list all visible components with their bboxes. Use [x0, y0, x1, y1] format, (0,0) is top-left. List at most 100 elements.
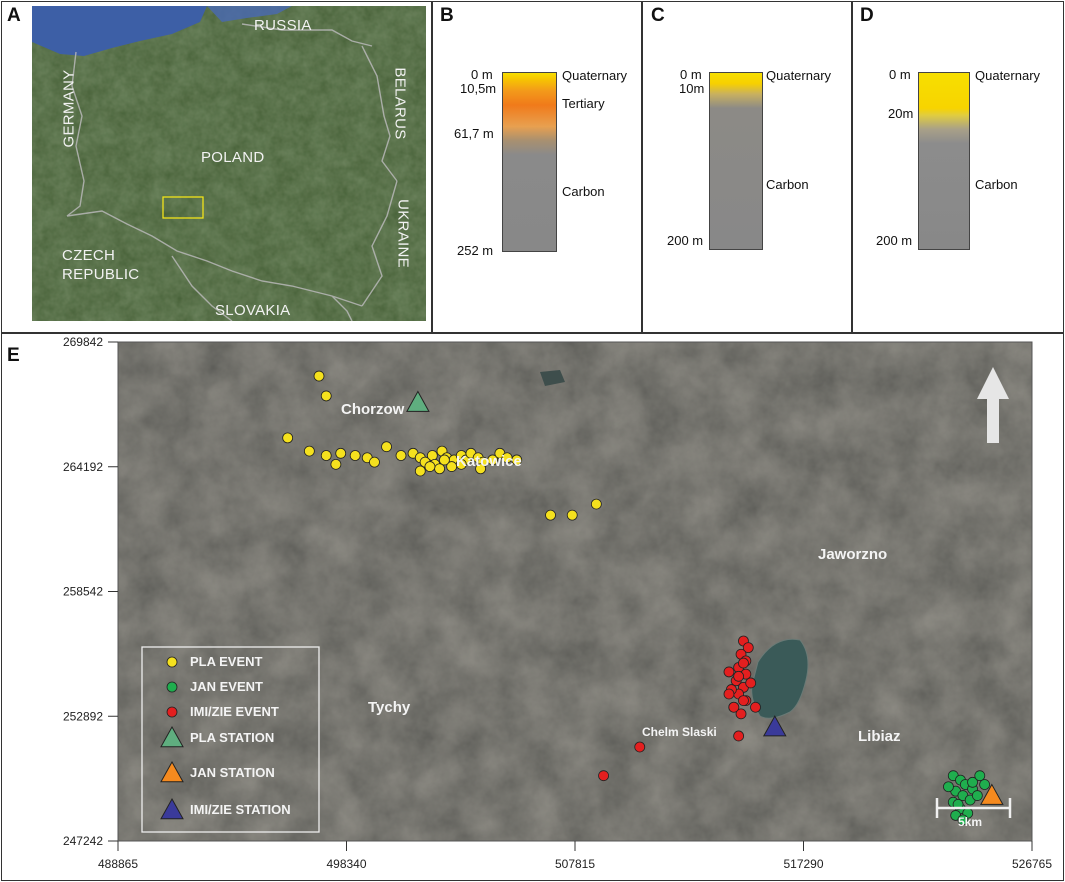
imi-zie-event-marker [742, 642, 754, 654]
depth-b-1: 10,5m [460, 81, 497, 96]
imi-zie-event-marker [750, 701, 761, 713]
legend-symbol [166, 681, 178, 693]
y-tick-label: 269842 [63, 335, 103, 349]
place-libiaz: Libiaz [858, 728, 901, 745]
country-borders [66, 23, 398, 321]
legend-symbol [166, 656, 178, 668]
imi-zie-event-marker [738, 657, 749, 669]
legend-symbol [160, 760, 184, 783]
pla-event-marker [424, 461, 436, 472]
poland-satellite-map [32, 6, 426, 321]
panel-d [852, 1, 1064, 333]
imi-zie-event-marker [735, 708, 747, 720]
depth-c-0: 0 m [680, 67, 702, 82]
jan-station-marker [979, 783, 1004, 805]
north-arrow-icon [977, 367, 1009, 443]
layer-c-quaternary: Quaternary [766, 68, 832, 83]
baltic-sea [32, 6, 207, 56]
pla-event-marker [303, 445, 315, 457]
column-d [918, 72, 970, 250]
depth-c-1: 10m [679, 81, 705, 96]
panel-a-label: A [7, 5, 21, 26]
legend-symbol [160, 725, 184, 748]
legend-label: JAN EVENT [190, 679, 263, 694]
legend-symbol [160, 797, 184, 820]
layer-d-quaternary: Quaternary [975, 68, 1041, 83]
layer-d-carbon: Carbon [975, 177, 1018, 192]
legend-label: IMI/ZIE EVENT [190, 704, 279, 719]
panel-e-label: E [7, 345, 20, 366]
sea-inlet [207, 6, 292, 22]
legend-label: JAN STATION [190, 765, 275, 780]
place-jaworzno: Jaworzno [818, 546, 888, 563]
imi-zie-event-marker [723, 688, 735, 700]
pla-event-marker [566, 509, 578, 521]
pla-event-marker [475, 463, 486, 475]
legend-box [141, 646, 320, 833]
pla-event-marker [434, 463, 445, 475]
panel-d-label: D [860, 5, 874, 26]
y-tick-label: 258542 [63, 585, 103, 599]
place-katowice: Katowice [456, 453, 522, 470]
layer-b-tertiary: Tertiary [562, 96, 605, 111]
jan-event-marker [974, 770, 986, 782]
panel-b-label: B [440, 5, 454, 26]
imi-zie-event-marker [733, 670, 745, 682]
column-c [709, 72, 763, 250]
place-tychy: Tychy [368, 699, 411, 716]
label-czech-1: CZECH [62, 247, 116, 264]
pla-event-marker [335, 447, 347, 459]
panel-b [432, 1, 642, 333]
panel-e [1, 333, 1064, 881]
small-pond [540, 370, 565, 386]
pla-event-marker [545, 509, 556, 521]
imi-zie-event-marker [723, 666, 735, 678]
pla-event-marker [369, 456, 380, 468]
imi-zie-event-marker [634, 741, 646, 753]
panel-c-label: C [651, 5, 665, 26]
scale-bar-label: 5km [958, 815, 983, 829]
layer-c-carbon: Carbon [766, 177, 809, 192]
y-tick-label: 247242 [63, 834, 103, 848]
pla-event-marker [446, 461, 458, 472]
pla-event-marker [395, 450, 407, 461]
depth-d-0: 0 m [889, 67, 911, 82]
depth-d-3: 200 m [876, 233, 913, 248]
pla-event-marker [349, 450, 361, 461]
jan-event-marker [967, 776, 978, 788]
layer-b-carbon: Carbon [562, 184, 605, 199]
scale-bar [935, 798, 1012, 818]
x-axis: 488865 498340 507815 517290 526765 [98, 841, 1052, 871]
x-tick-label: 507815 [555, 857, 595, 871]
legend-label: PLA EVENT [190, 654, 263, 669]
legend-label: PLA STATION [190, 730, 275, 745]
jan-event-marker [979, 779, 991, 790]
imi-zie-event-marker [745, 677, 757, 689]
pla-event-marker [320, 450, 332, 461]
imi-zie-event-marker [598, 770, 609, 782]
x-tick-label: 517290 [783, 857, 823, 871]
panel-c [642, 1, 852, 333]
x-tick-label: 498340 [326, 857, 366, 871]
imi-zie-event-marker [738, 695, 749, 707]
pla-event-marker [590, 498, 602, 510]
pla-event-marker [330, 458, 342, 470]
label-russia: RUSSIA [254, 17, 312, 34]
depth-d-1: 20m [888, 106, 914, 121]
pla-event-marker [511, 454, 523, 466]
pla-event-marker [414, 465, 426, 477]
pla-event-marker [313, 370, 325, 382]
imi-zie-event-marker [733, 730, 745, 742]
depth-b-0: 0 m [471, 67, 493, 82]
label-czech-2: REPUBLIC [62, 266, 140, 283]
pla-event-marker [487, 454, 499, 466]
label-slovakia: SLOVAKIA [215, 302, 291, 319]
pla-event-marker [282, 432, 294, 444]
pla-event-marker [381, 441, 392, 453]
y-tick-label: 264192 [63, 460, 103, 474]
label-poland: POLAND [201, 149, 265, 166]
x-tick-label: 526765 [1012, 857, 1052, 871]
jan-event-marker [943, 781, 954, 793]
jan-event-marker [971, 790, 983, 801]
study-area-rectangle [162, 196, 204, 219]
